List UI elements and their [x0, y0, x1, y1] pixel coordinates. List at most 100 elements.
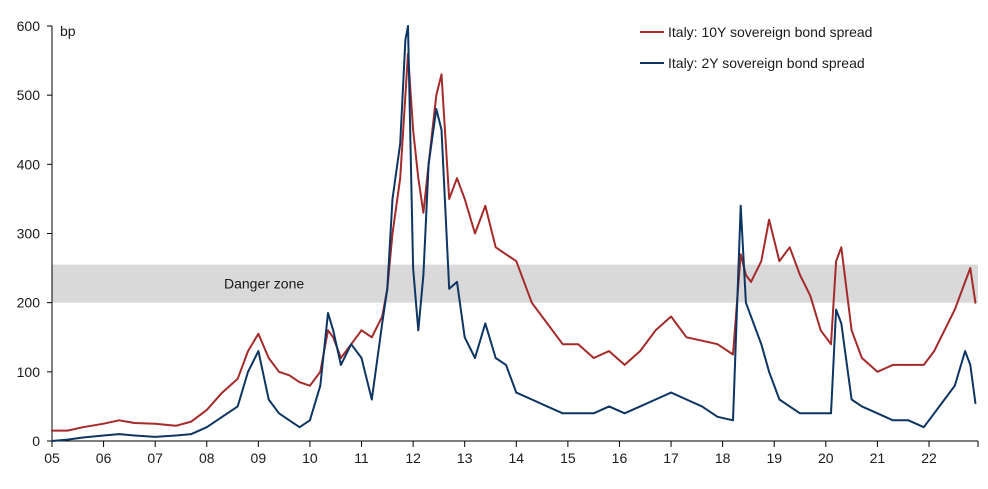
- data-point-2y: [51, 440, 53, 442]
- data-point-10y: [685, 336, 688, 339]
- data-point-10y: [417, 177, 420, 179]
- data-point-2y: [907, 419, 910, 422]
- data-point-2y: [102, 434, 105, 437]
- data-point-10y: [739, 253, 742, 256]
- data-point-2y: [417, 329, 420, 332]
- data-point-10y: [861, 357, 863, 359]
- x-tick-label: 06: [96, 450, 112, 466]
- data-point-2y: [474, 357, 476, 359]
- data-point-10y: [969, 267, 972, 269]
- data-point-10y: [768, 218, 770, 221]
- data-point-2y: [82, 436, 84, 439]
- data-point-10y: [391, 232, 394, 235]
- data-point-2y: [685, 398, 688, 401]
- data-point-10y: [732, 353, 734, 356]
- legend-label-10y: Italy: 10Y sovereign bond spread: [668, 24, 872, 40]
- data-point-10y: [332, 336, 334, 339]
- data-point-10y: [670, 315, 672, 318]
- x-tick-label: 08: [199, 450, 215, 466]
- data-point-2y: [969, 364, 972, 366]
- data-point-2y: [448, 288, 451, 290]
- data-point-10y: [592, 357, 595, 359]
- data-point-2y: [546, 405, 549, 408]
- data-point-10y: [943, 329, 946, 332]
- data-point-10y: [327, 329, 329, 332]
- data-point-2y: [360, 357, 363, 359]
- data-point-10y: [745, 274, 747, 276]
- data-point-2y: [154, 436, 156, 438]
- data-point-2y: [319, 384, 322, 387]
- data-point-10y: [778, 260, 781, 262]
- x-tick-label: 19: [766, 450, 782, 466]
- data-point-10y: [850, 329, 853, 332]
- data-point-10y: [964, 281, 966, 283]
- data-point-10y: [907, 364, 910, 366]
- x-tick-label: 20: [818, 450, 834, 466]
- data-point-2y: [133, 434, 136, 437]
- series-line-10y: [51, 52, 977, 432]
- data-point-2y: [236, 405, 239, 408]
- data-point-2y: [399, 142, 402, 145]
- data-point-10y: [175, 424, 177, 427]
- data-point-10y: [298, 381, 301, 384]
- x-tick-label: 16: [612, 450, 628, 466]
- data-point-2y: [257, 350, 260, 352]
- data-point-10y: [974, 301, 977, 304]
- data-point-2y: [840, 322, 843, 325]
- x-tick-label: 07: [147, 450, 163, 466]
- data-point-10y: [360, 329, 363, 332]
- data-point-10y: [257, 332, 260, 335]
- data-point-2y: [381, 322, 383, 325]
- data-point-2y: [701, 405, 703, 408]
- data-point-10y: [456, 177, 458, 179]
- data-point-10y: [505, 253, 507, 256]
- data-point-2y: [639, 405, 641, 408]
- data-point-2y: [278, 412, 280, 415]
- x-tick-label: 10: [302, 450, 318, 466]
- x-tick-label: 12: [405, 450, 421, 466]
- data-point-2y: [505, 364, 507, 366]
- series-line-2y: [51, 25, 977, 442]
- data-point-10y: [267, 357, 270, 359]
- data-point-2y: [716, 415, 719, 418]
- data-point-2y: [530, 398, 533, 401]
- data-point-10y: [412, 128, 414, 131]
- data-point-2y: [118, 433, 120, 435]
- data-point-10y: [835, 260, 837, 262]
- data-point-2y: [427, 163, 430, 166]
- danger-zone-label: Danger zone: [224, 276, 304, 292]
- data-point-10y: [399, 177, 402, 179]
- data-point-10y: [892, 364, 894, 366]
- data-point-10y: [66, 429, 69, 432]
- y-tick-label: 100: [17, 364, 41, 380]
- data-point-10y: [463, 198, 466, 200]
- data-point-2y: [850, 398, 853, 401]
- data-point-2y: [463, 336, 466, 339]
- data-point-10y: [530, 301, 533, 304]
- danger-zone-band: [52, 264, 978, 303]
- y-tick-label: 500: [17, 87, 41, 103]
- y-tick-label: 400: [17, 156, 41, 172]
- data-point-10y: [840, 246, 843, 249]
- x-tick-label: 15: [560, 450, 576, 466]
- data-point-2y: [943, 398, 946, 401]
- data-point-10y: [51, 429, 53, 432]
- data-point-10y: [546, 322, 549, 325]
- data-point-2y: [298, 426, 301, 428]
- data-point-10y: [716, 343, 719, 345]
- data-point-2y: [350, 343, 353, 345]
- data-point-2y: [422, 274, 425, 276]
- data-point-2y: [670, 391, 672, 394]
- data-point-10y: [561, 343, 564, 345]
- data-point-2y: [608, 405, 610, 408]
- x-tick-label: 09: [251, 450, 267, 466]
- data-point-2y: [964, 350, 966, 352]
- data-point-2y: [760, 343, 763, 345]
- legend-label-2y: Italy: 2Y sovereign bond spread: [668, 55, 865, 71]
- data-point-2y: [933, 412, 935, 415]
- data-point-10y: [819, 329, 822, 332]
- data-point-2y: [190, 433, 193, 435]
- data-point-2y: [788, 405, 791, 408]
- y-tick-label: 300: [17, 226, 41, 242]
